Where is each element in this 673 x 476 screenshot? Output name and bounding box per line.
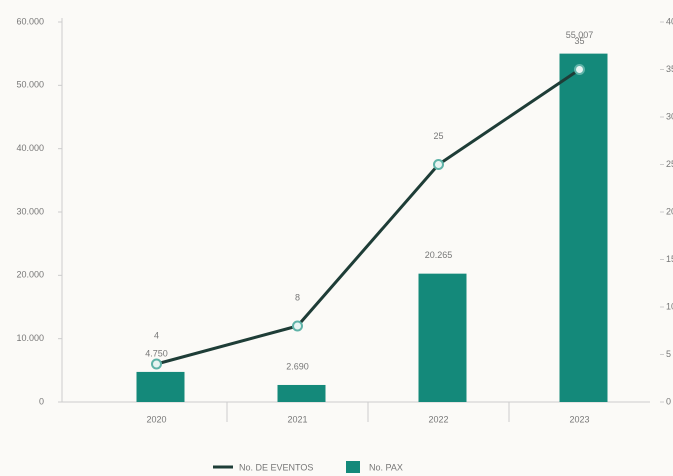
bar-value-label: 4.750 <box>145 348 168 358</box>
x-tick-label: 2022 <box>428 414 448 424</box>
y2-tick-label: 15 <box>666 254 673 264</box>
bar-value-label: 2.690 <box>286 361 309 371</box>
y-tick-label: 10.000 <box>16 333 44 343</box>
legend-swatch <box>346 461 360 473</box>
bar <box>137 372 185 402</box>
y-tick-label: 50.000 <box>16 80 44 90</box>
y-tick-label: 60.000 <box>16 16 44 26</box>
x-tick-label: 2021 <box>287 414 307 424</box>
y-tick-label: 30.000 <box>16 206 44 216</box>
y-tick-label: 0 <box>39 396 44 406</box>
bar-value-label: 20.265 <box>425 250 453 260</box>
line-point <box>293 322 302 331</box>
x-tick-label: 2023 <box>569 414 589 424</box>
y2-tick-label: 5 <box>666 349 671 359</box>
y2-tick-label: 30 <box>666 111 673 121</box>
line-point <box>434 160 443 169</box>
x-tick-label: 2020 <box>146 414 166 424</box>
line-value-label: 25 <box>433 131 443 141</box>
y2-tick-label: 35 <box>666 64 673 74</box>
bar <box>560 54 608 402</box>
line-point <box>575 65 584 74</box>
chart: 0 10.000 20.000 30.000 40.000 50.000 60.000 0 5 1… <box>0 0 673 476</box>
line-point <box>152 360 161 369</box>
y-tick-label: 40.000 <box>16 143 44 153</box>
legend-label: No. PAX <box>369 462 403 472</box>
y2-tick-label: 20 <box>666 206 673 216</box>
line-value-label: 35 <box>574 36 584 46</box>
y-tick-label: 20.000 <box>16 270 44 280</box>
y2-tick-label: 25 <box>666 159 673 169</box>
line-value-label: 4 <box>154 330 159 340</box>
y2-tick-label: 0 <box>666 396 671 406</box>
bar <box>278 385 326 402</box>
legend-label: No. DE EVENTOS <box>239 462 313 472</box>
y2-tick-label: 40 <box>666 16 673 26</box>
y2-tick-label: 10 <box>666 301 673 311</box>
line-value-label: 8 <box>295 292 300 302</box>
bar <box>419 274 467 402</box>
